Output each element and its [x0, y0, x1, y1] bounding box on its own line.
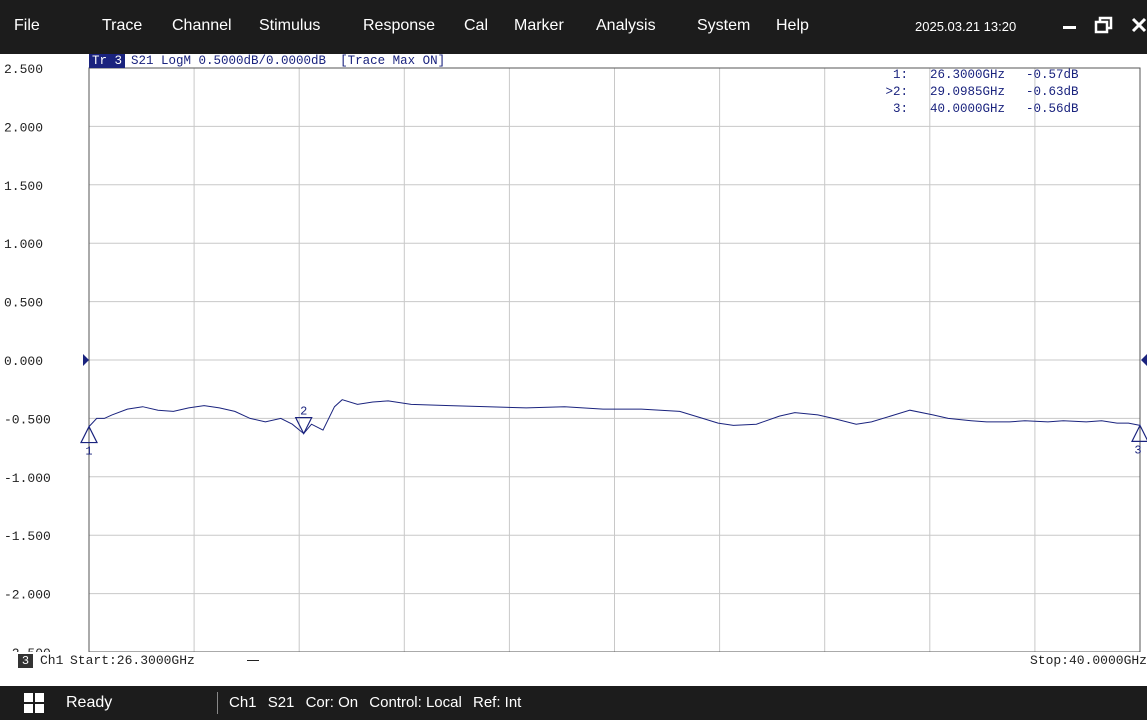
datetime: 2025.03.21 13:20 [915, 19, 1017, 34]
status-reference: Ref: Int [473, 694, 522, 711]
marker-id-label: 2 [300, 405, 307, 419]
channel-bar: 3 Ch1 Start:26.3000GHz Stop:40.0000GHz [0, 652, 1147, 686]
marker-frequency: 26.3000GHz [930, 68, 1006, 82]
windows-start-icon[interactable] [24, 693, 44, 713]
trace-mode: [Trace Max ON] [340, 54, 446, 68]
marker-triangle [294, 416, 313, 435]
status-control: Control: Local [369, 694, 462, 711]
marker-label: >2: [885, 85, 908, 99]
marker-label: 1: [892, 68, 908, 82]
marker-row[interactable]: 3: 40.0000GHz -0.56dB [880, 102, 1120, 119]
marker-value: -0.63dB [1026, 85, 1079, 99]
menu-system[interactable]: System [697, 17, 751, 34]
y-tick-label: -1.500 [4, 529, 51, 544]
marker-id-label: 3 [1134, 443, 1141, 457]
status-divider [217, 692, 218, 714]
menu-channel[interactable]: Channel [172, 17, 232, 34]
trace-info: S21 LogM 0.5000dB/0.0000dB [131, 54, 327, 68]
y-tick-label: 0.500 [4, 296, 43, 311]
marker-value: -0.57dB [1026, 68, 1079, 82]
marker-triangle [1131, 424, 1147, 443]
start-frequency[interactable]: Start:26.3000GHz [70, 653, 195, 668]
marker-frequency: 29.0985GHz [930, 85, 1006, 99]
start-dash [247, 660, 259, 661]
marker-row[interactable]: >2: 29.0985GHz -0.63dB [880, 85, 1120, 102]
trace-badge[interactable]: Tr 3 [89, 54, 126, 68]
status-ready: Ready [66, 694, 113, 711]
reference-arrow-right [1141, 354, 1147, 366]
marker-value: -0.56dB [1026, 102, 1079, 116]
menu-help[interactable]: Help [776, 17, 809, 34]
marker-label: 3: [892, 102, 908, 116]
menu-trace[interactable]: Trace [102, 17, 143, 34]
stop-frequency[interactable]: Stop:40.0000GHz [1029, 653, 1147, 668]
status-parameter: S21 [267, 694, 295, 711]
menu-cal[interactable]: Cal [464, 17, 489, 34]
close-button[interactable] [1127, 12, 1147, 38]
menu-analysis[interactable]: Analysis [596, 17, 656, 34]
marker-frequency: 40.0000GHz [930, 102, 1006, 116]
trace-header[interactable]: Tr 3 S21 LogM 0.5000dB/0.0000dB [Trace Max… [89, 54, 445, 68]
marker-table: 1: 26.3000GHz -0.57dB >2: 29.0985GHz -0.… [880, 68, 1120, 119]
marker-id-label: 1 [85, 445, 92, 459]
trace-chart: 2.500 2.000 1.500 1.000 0.500 0.000 -0.500 -1.0… [4, 62, 1147, 652]
y-tick-label: 1.000 [4, 237, 43, 252]
channel-badge[interactable]: 3 [18, 654, 33, 668]
y-tick-label: -1.000 [4, 471, 51, 486]
restore-icon [1094, 16, 1113, 34]
y-tick-label: 2.000 [4, 120, 43, 135]
status-correction: Cor: On [305, 694, 359, 711]
y-tick-label: 2.500 [4, 62, 43, 77]
y-tick-label: -0.500 [4, 412, 51, 427]
channel-name: Ch1 [40, 653, 64, 668]
marker-triangle [80, 425, 98, 444]
menu-response[interactable]: Response [363, 17, 436, 34]
restore-button[interactable] [1092, 12, 1116, 38]
y-tick-label: -2.000 [4, 588, 51, 603]
analyzer-screen: 2.500 2.000 1.500 1.000 0.500 0.000 -0.500 -1.0… [0, 54, 1147, 686]
status-channel: Ch1 [229, 694, 257, 711]
marker-row[interactable]: 1: 26.3000GHz -0.57dB [880, 68, 1120, 85]
status-bar: Ready Ch1 S21 Cor: On Control: Local Ref… [0, 686, 1147, 720]
minimize-icon [1063, 26, 1076, 29]
y-tick-label: -2.500 [4, 646, 51, 652]
minimize-button[interactable] [1058, 12, 1082, 38]
menu-stimulus[interactable]: Stimulus [259, 17, 321, 34]
trace-line [88, 399, 1141, 435]
reference-arrow-left [83, 354, 89, 366]
close-icon [1131, 17, 1147, 33]
y-tick-label: 1.500 [4, 179, 43, 194]
status-info: Ch1 S21 Cor: On Control: Local Ref: Int [229, 694, 528, 711]
menu-bar: File Trace Channel Stimulus Response Cal… [0, 0, 1147, 54]
y-tick-label: 0.000 [4, 354, 43, 369]
menu-marker[interactable]: Marker [514, 17, 564, 34]
menu-file[interactable]: File [14, 17, 40, 34]
